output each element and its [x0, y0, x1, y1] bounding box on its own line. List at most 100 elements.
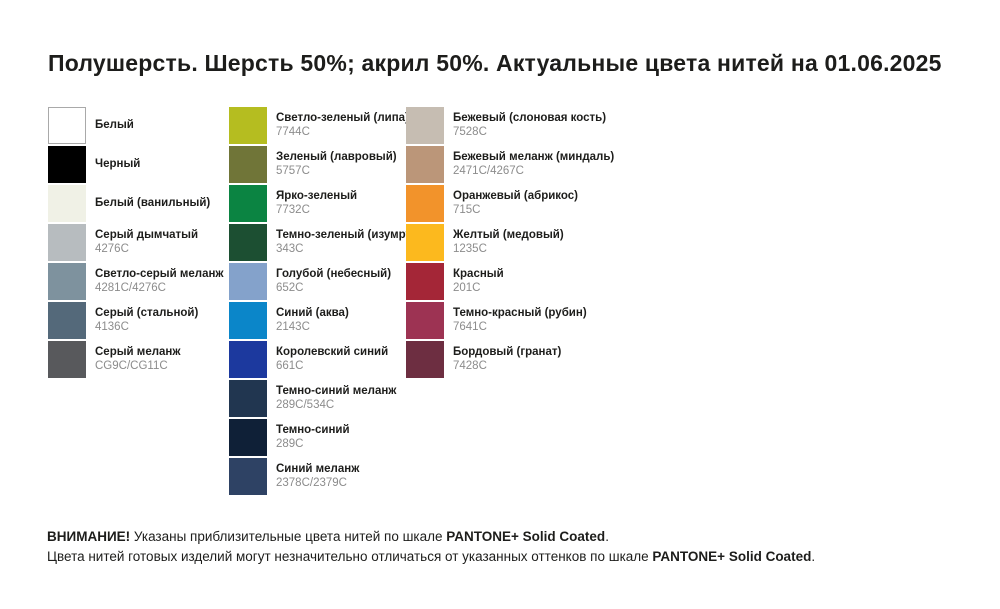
color-swatch	[48, 263, 86, 300]
color-swatch	[229, 224, 267, 261]
pantone-code: 7744C	[276, 126, 310, 138]
color-swatch	[229, 458, 267, 495]
swatch-row: Бордовый (гранат) 7428C	[406, 341, 581, 378]
pantone-code: 7641C	[453, 321, 487, 333]
swatch-labels: Темно-зеленый (изумруд) 343C	[276, 229, 423, 256]
swatch-row: Бежевый меланж (миндаль) 2471C/4267C	[406, 146, 614, 183]
color-name: Синий (аква)	[276, 307, 349, 319]
swatch-row: Желтый (медовый) 1235C	[406, 224, 581, 261]
pantone-code: 1235C	[453, 243, 487, 255]
color-name: Серый (стальной)	[95, 307, 199, 319]
color-swatch	[406, 107, 444, 144]
color-swatch	[406, 302, 444, 339]
color-swatch	[48, 146, 86, 183]
pantone-code: 661C	[276, 360, 304, 372]
color-swatch	[229, 263, 267, 300]
swatch-labels: Светло-серый меланж 4281C/4276C	[95, 268, 224, 295]
color-swatch	[406, 224, 444, 261]
color-swatch	[229, 341, 267, 378]
swatch-row: Темно-синий 289C	[229, 419, 404, 456]
swatch-labels: Темно-синий 289C	[276, 424, 350, 451]
color-swatch	[406, 341, 444, 378]
color-name: Желтый (медовый)	[453, 229, 564, 241]
swatch-row: Светло-серый меланж 4281C/4276C	[48, 263, 224, 300]
footer-line-1: ВНИМАНИЕ! Указаны приблизительные цвета …	[47, 529, 609, 544]
swatch-row: Серый меланж CG9C/CG11C	[48, 341, 223, 378]
swatch-row: Синий (аква) 2143C	[229, 302, 404, 339]
swatch-labels: Черный	[95, 158, 140, 171]
color-swatch	[48, 185, 86, 222]
color-swatch	[406, 263, 444, 300]
swatch-row: Оранжевый (абрикос) 715C	[406, 185, 581, 222]
swatch-labels: Синий меланж 2378C/2379C	[276, 463, 359, 490]
color-name: Темно-зеленый (изумруд)	[276, 229, 423, 241]
swatch-labels: Желтый (медовый) 1235C	[453, 229, 564, 256]
color-swatch	[48, 341, 86, 378]
swatch-row: Серый дымчатый 4276C	[48, 224, 223, 261]
pantone-code: 2143C	[276, 321, 310, 333]
color-name: Темно-синий	[276, 424, 350, 436]
pantone-code: 289C	[276, 438, 304, 450]
swatch-row: Белый	[48, 107, 223, 144]
swatch-row: Королевский синий 661C	[229, 341, 404, 378]
color-name: Белый (ванильный)	[95, 197, 211, 209]
color-name: Серый меланж	[95, 346, 181, 358]
footer-line-2: Цвета нитей готовых изделий могут незнач…	[47, 549, 816, 564]
color-swatch	[229, 419, 267, 456]
color-swatch	[229, 185, 267, 222]
swatch-row: Темно-зеленый (изумруд) 343C	[229, 224, 423, 261]
swatch-labels: Серый меланж CG9C/CG11C	[95, 346, 181, 373]
attention-label: ВНИМАНИЕ!	[47, 529, 131, 544]
swatch-labels: Темно-синий меланж 289C/534C	[276, 385, 396, 412]
pantone-code: CG9C/CG11C	[95, 360, 168, 372]
pantone-code: 5757C	[276, 165, 310, 177]
color-name: Темно-синий меланж	[276, 385, 397, 397]
swatch-column-warm: Бежевый (слоновая кость) 7528C Бежевый м…	[406, 107, 614, 380]
color-name: Оранжевый (абрикос)	[453, 190, 578, 202]
swatch-labels: Красный 201C	[453, 268, 504, 295]
swatch-labels: Синий (аква) 2143C	[276, 307, 349, 334]
color-name: Светло-зеленый (липа)	[276, 112, 409, 124]
color-name: Серый дымчатый	[95, 229, 199, 241]
pantone-code: 7528C	[453, 126, 487, 138]
pantone-code: 343C	[276, 243, 304, 255]
color-name: Синий меланж	[276, 463, 360, 475]
color-swatch	[229, 380, 267, 417]
swatch-row: Светло-зеленый (липа) 7744C	[229, 107, 409, 144]
swatch-row: Ярко-зеленый 7732C	[229, 185, 404, 222]
pantone-code: 2378C/2379C	[276, 477, 347, 489]
color-swatch	[406, 185, 444, 222]
swatch-labels: Серый дымчатый 4276C	[95, 229, 198, 256]
swatch-column-grays: Белый Черный Белый (ванильный) Серый дым…	[48, 107, 224, 380]
swatch-column-greens-blues: Светло-зеленый (липа) 7744C Зеленый (лав…	[229, 107, 423, 497]
pantone-code: 7732C	[276, 204, 310, 216]
color-swatch	[229, 107, 267, 144]
color-name: Черный	[95, 158, 141, 170]
color-swatch	[48, 107, 86, 144]
color-swatch	[229, 146, 267, 183]
swatch-labels: Темно-красный (рубин) 7641C	[453, 307, 587, 334]
color-name: Королевский синий	[276, 346, 389, 358]
swatch-labels: Ярко-зеленый 7732C	[276, 190, 357, 217]
color-swatch	[48, 224, 86, 261]
color-name: Бежевый (слоновая кость)	[453, 112, 607, 124]
color-name: Светло-серый меланж	[95, 268, 224, 280]
pantone-code: 715C	[453, 204, 481, 216]
swatch-row: Синий меланж 2378C/2379C	[229, 458, 404, 495]
color-name: Зеленый (лавровый)	[276, 151, 397, 163]
color-name: Темно-красный (рубин)	[453, 307, 587, 319]
swatch-row: Серый (стальной) 4136C	[48, 302, 223, 339]
swatch-labels: Голубой (небесный) 652C	[276, 268, 391, 295]
color-swatch	[229, 302, 267, 339]
swatch-row: Темно-красный (рубин) 7641C	[406, 302, 587, 339]
swatch-labels: Зеленый (лавровый) 5757C	[276, 151, 397, 178]
swatch-labels: Светло-зеленый (липа) 7744C	[276, 112, 409, 139]
swatch-labels: Белый (ванильный)	[95, 197, 210, 210]
pantone-code: 4276C	[95, 243, 129, 255]
color-name: Голубой (небесный)	[276, 268, 392, 280]
swatch-labels: Бежевый (слоновая кость) 7528C	[453, 112, 606, 139]
swatch-row: Темно-синий меланж 289C/534C	[229, 380, 404, 417]
pantone-code: 4281C/4276C	[95, 282, 166, 294]
swatch-labels: Королевский синий 661C	[276, 346, 388, 373]
color-swatch	[48, 302, 86, 339]
